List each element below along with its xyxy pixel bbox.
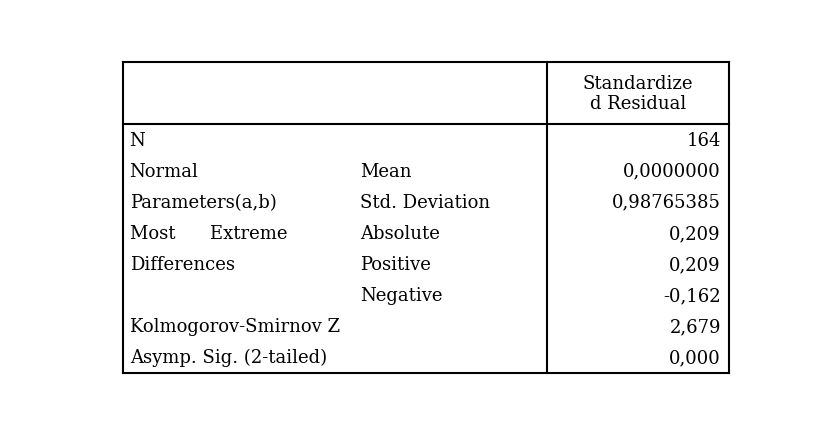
Text: Parameters(a,b): Parameters(a,b) xyxy=(130,193,277,211)
Text: Negative: Negative xyxy=(360,286,442,304)
Text: Mean: Mean xyxy=(360,162,411,180)
Text: 164: 164 xyxy=(686,131,720,149)
Text: 0,0000000: 0,0000000 xyxy=(623,162,720,180)
Text: Std. Deviation: Std. Deviation xyxy=(360,193,489,211)
Text: 0,000: 0,000 xyxy=(669,349,720,367)
Text: Standardize
d Residual: Standardize d Residual xyxy=(583,74,693,113)
Text: 2,679: 2,679 xyxy=(669,318,720,336)
Text: Kolmogorov-Smirnov Z: Kolmogorov-Smirnov Z xyxy=(130,318,340,336)
Text: 0,98765385: 0,98765385 xyxy=(612,193,720,211)
Text: Normal: Normal xyxy=(130,162,199,180)
Text: 0,209: 0,209 xyxy=(669,224,720,242)
Text: Asymp. Sig. (2-tailed): Asymp. Sig. (2-tailed) xyxy=(130,348,327,367)
Text: Positive: Positive xyxy=(360,255,430,273)
Text: N: N xyxy=(130,131,145,149)
Text: Differences: Differences xyxy=(130,255,234,273)
Text: -0,162: -0,162 xyxy=(663,286,720,304)
Text: Most      Extreme: Most Extreme xyxy=(130,224,288,242)
Text: 0,209: 0,209 xyxy=(669,255,720,273)
Text: Absolute: Absolute xyxy=(360,224,440,242)
